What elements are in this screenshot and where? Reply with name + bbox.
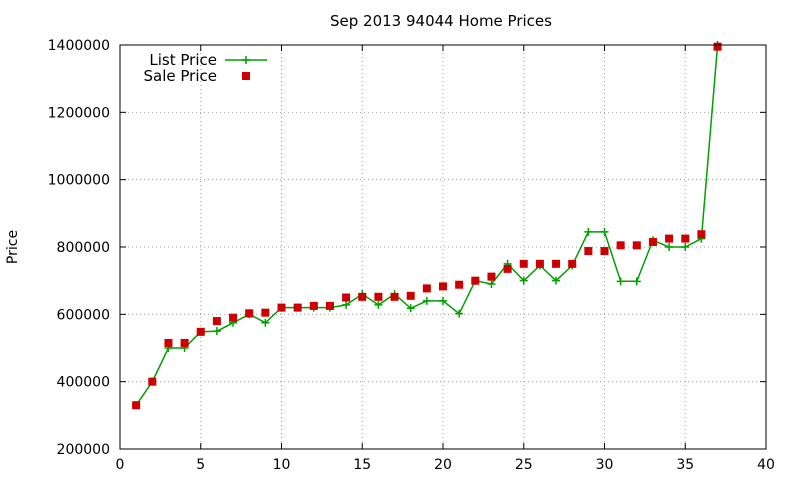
list-price-point (600, 227, 609, 236)
sale-price-point (229, 313, 238, 322)
y-tick-label: 400000 (57, 375, 110, 391)
legend-plus-swatch (242, 56, 250, 64)
sale-price-point (342, 293, 351, 302)
sale-price-point (374, 292, 383, 301)
list-price-point (681, 243, 690, 251)
sale-price-point (584, 247, 593, 256)
sale-price-point (148, 377, 157, 386)
list-price-point (261, 318, 270, 327)
list-price-point (584, 227, 593, 236)
list-price-point (374, 300, 383, 309)
legend-label: Sale Price (144, 67, 217, 85)
x-tick-label: 15 (353, 457, 371, 473)
sale-price-point (697, 230, 706, 239)
sale-price-point (261, 308, 270, 317)
sale-price-point (309, 301, 318, 310)
y-tick-label: 800000 (57, 240, 110, 256)
list-price-point (519, 276, 528, 285)
list-price-point (552, 276, 561, 285)
sale-price-point (212, 317, 221, 326)
x-tick-label: 25 (515, 457, 533, 473)
list-price-point (487, 280, 496, 289)
legend-label: List Price (149, 51, 217, 69)
sale-price-point (455, 280, 464, 289)
sale-price-point (325, 301, 334, 310)
sale-price-point (180, 338, 189, 347)
sale-price-point (132, 401, 141, 410)
sale-price-point (390, 292, 399, 301)
sale-price-point (439, 282, 447, 291)
legend-square-swatch (242, 72, 250, 80)
sale-price-point (196, 327, 205, 336)
list-price-point (455, 309, 464, 318)
list-price-point (406, 304, 415, 313)
sale-price-point (519, 259, 528, 268)
chart-title: Sep 2013 94044 Home Prices (330, 12, 552, 30)
list-price-point (342, 300, 351, 309)
sale-price-point (713, 42, 722, 51)
plot-frame (119, 44, 767, 450)
sale-price-point (568, 259, 577, 268)
sale-price-point (471, 276, 480, 285)
series-list-price (132, 41, 722, 410)
list-price-point (422, 296, 431, 305)
sale-price-point (293, 303, 302, 312)
sale-price-point (422, 284, 431, 293)
series-sale-price (132, 42, 722, 410)
series-layer (132, 41, 722, 410)
sale-price-point (535, 259, 544, 268)
list-price-point (665, 243, 674, 251)
y-tick-label: 1400000 (48, 38, 110, 54)
sale-price-point (665, 234, 674, 243)
x-tick-label: 35 (676, 457, 694, 473)
sale-price-point (503, 264, 512, 273)
x-tick-label: 5 (196, 457, 205, 473)
axis-ticks: 0 5 10 15 20 25 30 35 40 200000 400000 600000 800000… (48, 38, 775, 473)
list-price-point (616, 277, 625, 286)
y-axis-label: Price (5, 230, 21, 264)
sale-price-point (648, 237, 657, 246)
y-tick-label: 1000000 (48, 173, 110, 189)
y-tick-label: 600000 (57, 307, 110, 323)
x-tick-label: 30 (596, 457, 614, 473)
x-tick-label: 10 (273, 457, 291, 473)
list-price-point (212, 327, 221, 336)
y-tick-label: 1200000 (48, 105, 110, 121)
sale-price-point (600, 247, 609, 256)
list-price-line (135, 44, 719, 406)
x-tick-label: 20 (434, 457, 452, 473)
list-price-point (632, 277, 641, 286)
sale-price-point (681, 234, 690, 243)
y-tick-label: 200000 (57, 442, 110, 458)
sale-price-point (487, 272, 496, 281)
x-tick-label: 0 (116, 457, 125, 473)
sale-price-point (245, 309, 254, 318)
sale-price-point (552, 259, 561, 268)
grid-lines (120, 45, 766, 449)
sale-price-point (277, 303, 286, 312)
sale-price-point (406, 291, 415, 300)
sale-price-point (358, 292, 367, 301)
sale-price-point (616, 241, 625, 250)
sale-price-point (632, 241, 641, 250)
sale-price-point (164, 338, 173, 347)
x-tick-label: 40 (757, 457, 775, 473)
list-price-point (439, 296, 447, 305)
